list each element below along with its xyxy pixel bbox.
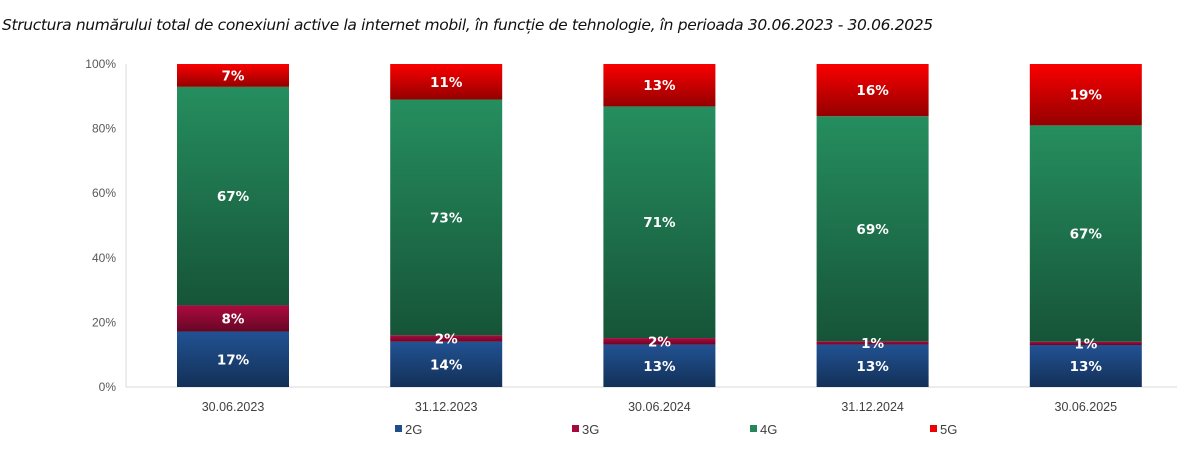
data-label-3g: 2%	[648, 334, 671, 350]
x-tick-label: 30.06.2023	[202, 400, 265, 414]
bar-segment-4g-31.12.2024	[816, 116, 929, 342]
x-tick-label: 30.06.2025	[1055, 400, 1118, 414]
bar-segment-4g-30.06.2023	[177, 86, 289, 306]
bar-segment-4g-30.06.2024	[603, 106, 716, 339]
y-tick-label: 0%	[99, 380, 117, 394]
data-label-5g: 13%	[643, 78, 676, 94]
legend-label: 3G	[582, 422, 599, 437]
data-label-5g: 19%	[1070, 88, 1103, 104]
data-label-2g: 13%	[643, 359, 676, 375]
data-label-4g: 71%	[643, 215, 676, 231]
y-tick-label: 80%	[92, 122, 116, 136]
bar-segment-5g-30.06.2024	[603, 64, 716, 107]
x-tick-label: 31.12.2024	[841, 400, 904, 414]
bar-segment-5g-30.06.2023	[177, 64, 289, 87]
data-label-5g: 7%	[222, 68, 245, 84]
bar-segment-3g-31.12.2023	[390, 335, 503, 342]
x-tick-label: 30.06.2024	[628, 400, 691, 414]
legend-item-2g: 2G	[395, 422, 422, 437]
data-label-5g: 11%	[430, 75, 463, 91]
data-label-3g: 1%	[861, 336, 884, 352]
y-tick-label: 100%	[85, 57, 116, 71]
bar-segment-3g-30.06.2023	[177, 305, 289, 332]
y-tick-label: 60%	[92, 186, 116, 200]
legend-swatch	[930, 425, 937, 432]
data-label-2g: 13%	[856, 359, 889, 375]
x-tick-label: 31.12.2023	[415, 400, 478, 414]
bar-segment-2g-30.06.2023	[177, 331, 289, 387]
data-label-4g: 73%	[430, 210, 463, 226]
bar-segment-4g-31.12.2023	[390, 99, 503, 336]
legend-item-4g: 4G	[750, 422, 777, 437]
y-tick-label: 20%	[92, 315, 116, 329]
data-labels: 17% 8% 67% 7% 14% 2% 73% 11% 13% 2% 71% 13% 13% 1% 69%…	[217, 68, 1103, 375]
bar-segment-5g-31.12.2024	[816, 64, 929, 117]
data-label-2g: 17%	[217, 352, 250, 368]
bar-segment-3g-31.12.2024	[816, 341, 929, 345]
bar-segment-2g-30.06.2024	[603, 344, 716, 387]
bar-segment-2g-31.12.2024	[816, 344, 929, 387]
data-label-4g: 67%	[217, 189, 250, 205]
data-label-2g: 13%	[1070, 359, 1103, 375]
data-label-2g: 14%	[430, 357, 463, 373]
legend-label: 5G	[940, 422, 957, 437]
legend-item-5g: 5G	[930, 422, 957, 437]
legend-swatch	[572, 425, 579, 432]
bar-segment-2g-30.06.2025	[1029, 345, 1142, 387]
bar-segment-4g-30.06.2025	[1029, 125, 1142, 342]
data-label-3g: 8%	[222, 311, 245, 327]
y-tick-label: 40%	[92, 251, 116, 265]
bar-segment-3g-30.06.2025	[1029, 341, 1142, 346]
legend-item-3g: 3G	[572, 422, 599, 437]
legend-swatch	[750, 425, 757, 432]
data-label-5g: 16%	[856, 83, 889, 99]
legend-label: 2G	[405, 422, 422, 437]
data-label-4g: 69%	[856, 222, 889, 238]
axes: 0% 20% 40% 60% 80% 100% 30.06.2023 31.12.2023 30…	[85, 57, 1177, 414]
data-label-3g: 2%	[435, 332, 458, 348]
legend-label: 4G	[760, 422, 777, 437]
bar-segment-2g-31.12.2023	[390, 341, 503, 387]
data-label-4g: 67%	[1070, 227, 1103, 243]
bar-segment-5g-31.12.2023	[390, 64, 503, 100]
chart-title: Structura numărului total de conexiuni a…	[2, 16, 933, 34]
bar-segment-3g-30.06.2024	[603, 338, 716, 345]
legend: 2G 3G 4G 5G	[395, 422, 957, 437]
data-label-3g: 1%	[1074, 336, 1097, 352]
bars	[177, 64, 1142, 387]
legend-swatch	[395, 425, 402, 432]
bar-segment-5g-30.06.2025	[1029, 64, 1142, 126]
